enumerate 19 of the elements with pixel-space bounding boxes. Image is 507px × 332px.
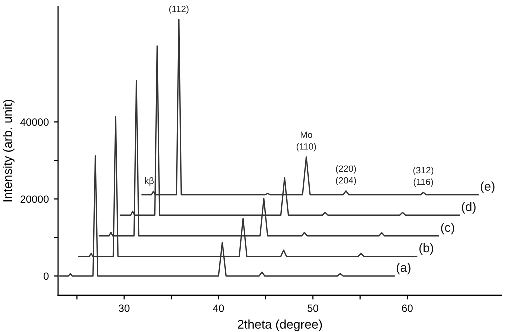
series-label: (a) [396, 263, 411, 275]
series-label: (d) [462, 202, 476, 214]
annotation: kβ [145, 178, 154, 186]
y-tick-label: 20000 [20, 196, 49, 204]
x-tick-label: 60 [402, 304, 413, 312]
x-tick-label: 30 [118, 304, 130, 312]
x-tick-label: 50 [308, 304, 319, 312]
y-tick-label: 40000 [20, 118, 49, 126]
y-tick-label: 0 [44, 272, 49, 280]
annotation: (220) (204) [336, 165, 356, 186]
y-axis-title: Intensity (arb. unit) [3, 100, 15, 202]
x-tick-label: 40 [213, 304, 224, 312]
series-label: (c) [441, 222, 454, 235]
series-label: (e) [480, 182, 495, 194]
x-axis-title: 2theta (degree) [238, 320, 322, 332]
annotation: (112) [169, 6, 189, 14]
annotation: Mo (110) [296, 132, 316, 152]
annotation: (312) (116) [414, 166, 434, 188]
series-label: (b) [420, 243, 434, 256]
